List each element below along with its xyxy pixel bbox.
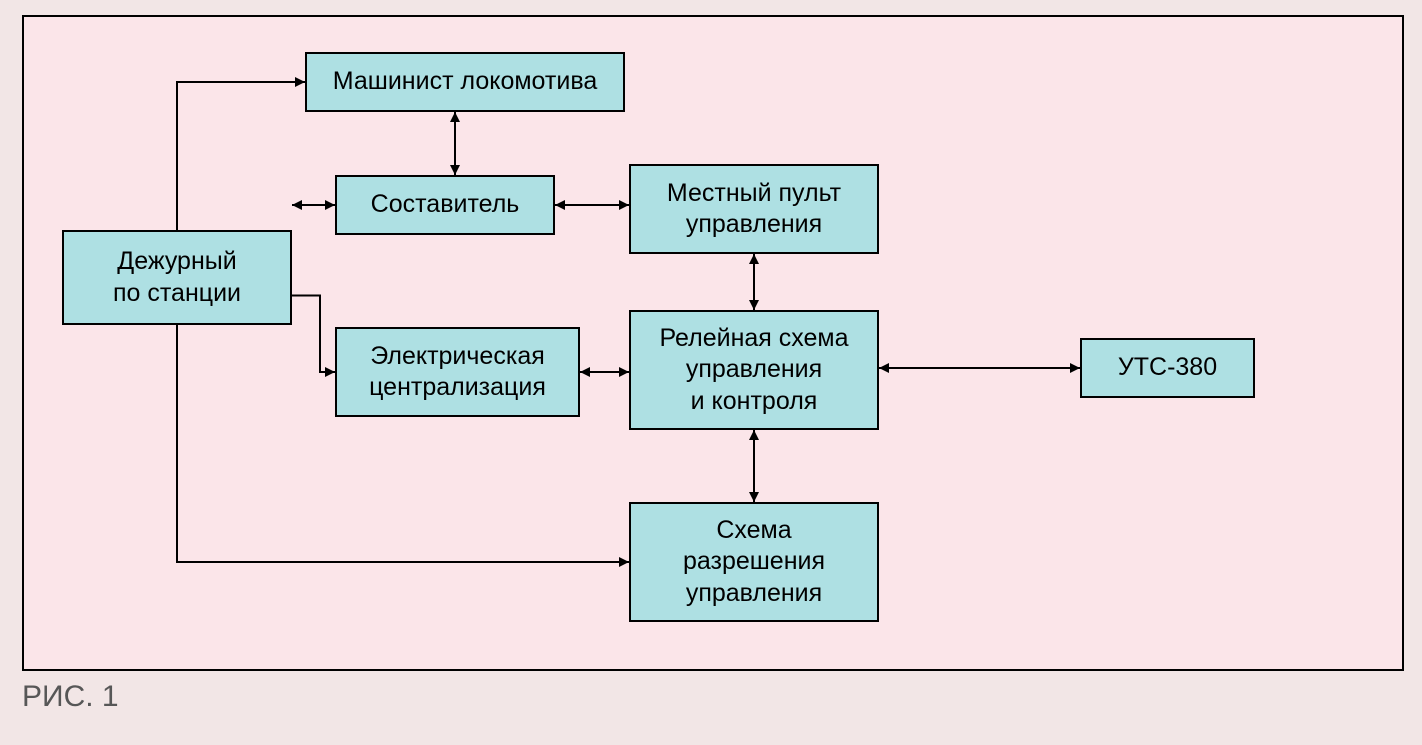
node-duty: Дежурный по станции: [62, 230, 292, 325]
figure-caption: РИС. 1: [22, 680, 119, 714]
node-elec: Электрическая централизация: [335, 327, 580, 417]
node-local: Местный пульт управления: [629, 164, 879, 254]
node-machinist: Машинист локомотива: [305, 52, 625, 112]
page: Машинист локомотива Дежурный по станции …: [0, 0, 1422, 745]
node-uts: УТС-380: [1080, 338, 1255, 398]
node-permit: Схема разрешения управления: [629, 502, 879, 622]
node-relay: Релейная схема управления и контроля: [629, 310, 879, 430]
node-composer: Составитель: [335, 175, 555, 235]
